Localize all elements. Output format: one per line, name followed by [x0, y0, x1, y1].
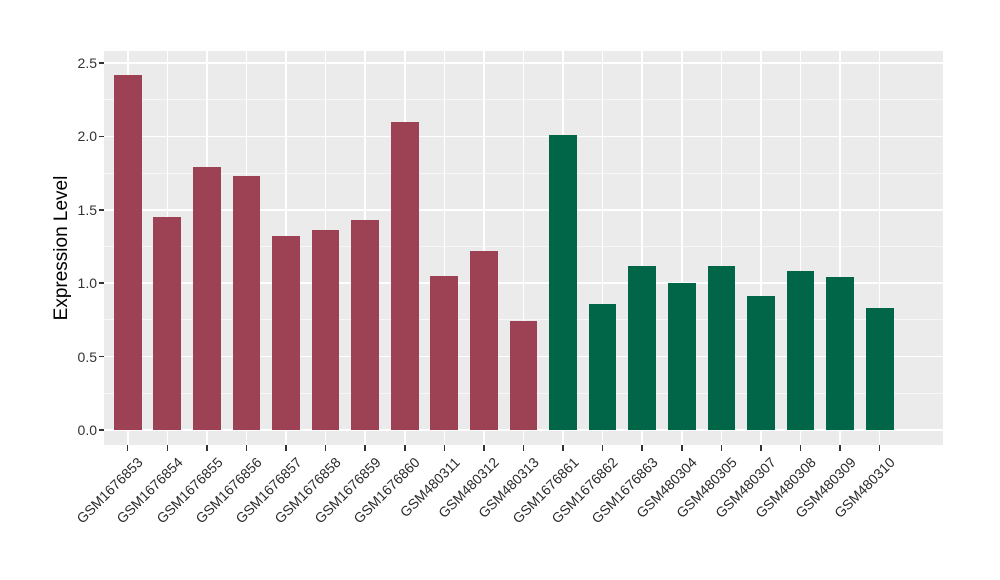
y-axis-tick	[98, 429, 104, 431]
y-axis-tick	[98, 209, 104, 211]
y-tick-label: 0.0	[77, 422, 97, 438]
gridline-major-x	[799, 51, 802, 445]
plot-panel	[104, 51, 943, 445]
x-axis-tick	[285, 445, 287, 451]
bar-GSM1676854	[153, 217, 182, 430]
bar-GSM480312	[470, 250, 498, 430]
bar-GSM480311	[430, 275, 459, 430]
gridline-major-x	[522, 51, 525, 445]
bar-GSM1676855	[193, 167, 221, 430]
bar-GSM1676861	[549, 134, 577, 430]
x-axis-tick	[245, 445, 248, 451]
x-axis-tick	[839, 445, 841, 451]
x-axis-tick	[760, 445, 762, 451]
x-axis-tick	[720, 445, 723, 451]
x-axis-tick	[324, 445, 327, 451]
bar-GSM1676859	[351, 220, 380, 430]
bar-GSM480304	[667, 283, 696, 430]
x-axis-tick	[799, 445, 802, 451]
bar-GSM480313	[509, 321, 538, 430]
y-tick-label: 1.0	[77, 275, 97, 292]
x-axis-tick	[601, 445, 604, 451]
y-axis-tick	[98, 282, 104, 284]
bar-GSM1676853	[113, 74, 142, 430]
gridline-major-x	[601, 51, 604, 445]
x-axis-tick	[443, 445, 446, 451]
bar-GSM480307	[747, 296, 775, 430]
y-axis-tick	[98, 62, 104, 64]
x-axis-tick	[126, 445, 129, 451]
gridline-major-x	[443, 51, 446, 445]
gridline-major-x	[760, 51, 762, 445]
bar-GSM1676857	[272, 236, 300, 430]
gridline-major-x	[720, 51, 723, 445]
x-axis-tick	[562, 445, 564, 451]
gridline-major-x	[878, 51, 881, 445]
y-axis-tick	[98, 135, 104, 138]
bar-GSM480308	[786, 271, 815, 430]
gridline-major-x	[483, 51, 485, 445]
gridline-major-x	[641, 51, 644, 445]
y-tick-label: 2.0	[77, 128, 97, 145]
bar-GSM1676860	[390, 121, 419, 430]
gridline-major-x	[681, 51, 683, 445]
y-tick-label: 1.5	[77, 201, 97, 218]
bar-GSM1676856	[232, 176, 261, 430]
gridline-major-x	[839, 51, 841, 445]
bar-GSM1676858	[311, 230, 340, 430]
y-tick-label: 0.5	[77, 348, 97, 365]
x-axis-tick	[166, 445, 169, 451]
x-axis-tick	[681, 445, 683, 451]
y-axis-title: Expression Level	[51, 175, 72, 321]
x-axis-tick	[878, 445, 881, 451]
bar-GSM480309	[826, 277, 854, 430]
y-axis-tick	[98, 355, 104, 358]
y-tick-label: 2.5	[77, 55, 97, 71]
x-axis-tick	[483, 445, 485, 451]
bar-GSM1676862	[588, 303, 617, 430]
x-axis-tick	[206, 445, 208, 451]
x-axis-tick	[404, 445, 406, 451]
bar-GSM1676863	[628, 265, 657, 430]
bar-GSM480310	[865, 308, 894, 430]
bar-GSM480305	[707, 265, 736, 430]
x-axis-tick	[522, 445, 525, 451]
x-axis-tick	[641, 445, 643, 451]
x-axis-tick	[364, 445, 366, 451]
